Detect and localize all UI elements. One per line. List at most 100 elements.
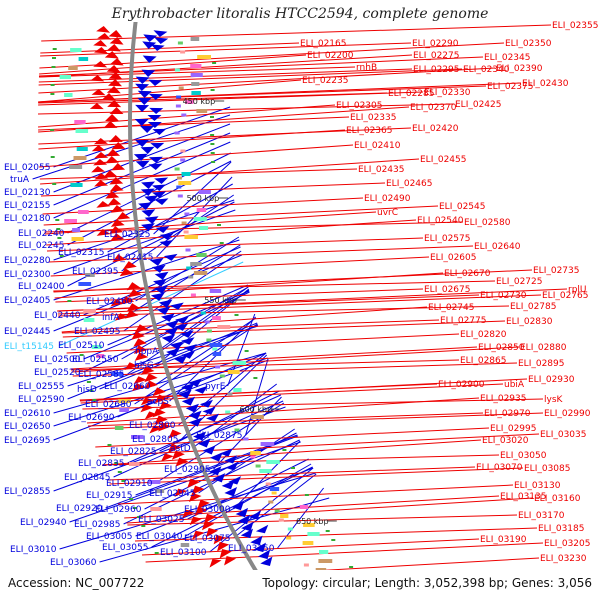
gene-label: ELI_03050 — [500, 451, 547, 461]
minus-strand-gene — [150, 142, 165, 149]
gene-label: ELI_02280 — [4, 256, 51, 266]
gene-label: ELI_02445 — [4, 327, 51, 337]
plus-strand-gene — [110, 233, 125, 241]
gene-label: ELI_02245 — [18, 241, 65, 251]
gene-label: ELI_02405 — [4, 296, 51, 306]
plus-strand-gene — [109, 58, 124, 66]
minus-strand-gene — [231, 500, 245, 511]
feature-block — [184, 235, 198, 239]
feature-block — [319, 550, 329, 554]
gene-label: ELI_02555 — [18, 382, 65, 392]
gene-label: ELI_02415 — [107, 253, 154, 263]
gene-label: ELI_03000 — [184, 505, 231, 515]
plus-strand-gene — [189, 516, 203, 526]
feature-block — [69, 165, 83, 169]
leader-line — [277, 487, 324, 549]
gene-label: ELI_02960 — [95, 505, 142, 515]
gene-label: ELI_02875 — [196, 431, 243, 441]
plus-strand-gene — [124, 310, 139, 319]
feature-block — [121, 480, 126, 482]
gene-label: ELI_02915 — [86, 491, 133, 501]
gene-label: ELI_02305 — [336, 101, 383, 111]
plus-strand-gene — [127, 289, 142, 298]
minus-strand-gene — [155, 226, 170, 233]
gene-label: ELI_t15145 — [4, 342, 54, 352]
plus-strand-gene — [107, 198, 122, 206]
minus-strand-gene — [148, 156, 163, 163]
feature-block — [164, 570, 168, 572]
gene-label: ELI_02295 — [413, 65, 460, 75]
plus-strand-gene — [103, 170, 118, 178]
plus-strand-gene — [106, 44, 121, 52]
feature-block — [217, 325, 231, 329]
feature-block — [280, 514, 289, 518]
plus-strand-gene — [158, 422, 172, 432]
gene-label: ELI_03135 — [500, 492, 547, 502]
minus-strand-gene — [181, 351, 195, 359]
gene-label: ELI_02765 — [542, 291, 589, 301]
minus-strand-gene — [148, 79, 163, 86]
minus-strand-gene — [138, 202, 153, 210]
plus-strand-gene — [111, 142, 126, 150]
plus-strand-gene — [149, 425, 163, 434]
gene-label: ELI_02285 — [388, 89, 435, 99]
gene-label: acpS — [147, 397, 169, 407]
gene-label: ELI_02800 — [129, 421, 176, 431]
feature-block — [210, 134, 215, 136]
leader-line — [107, 466, 476, 481]
feature-block — [299, 505, 309, 509]
minus-strand-gene — [153, 278, 167, 287]
plus-strand-gene — [168, 429, 182, 439]
feature-block — [188, 275, 194, 279]
gene-label: ELI_02880 — [520, 343, 567, 353]
plus-strand-gene — [133, 345, 148, 354]
feature-block — [129, 462, 140, 466]
feature-block — [177, 194, 183, 198]
minus-strand-gene — [173, 355, 188, 364]
feature-block — [71, 237, 84, 241]
plus-strand-gene — [131, 331, 145, 340]
leader-line — [99, 324, 258, 390]
minus-strand-gene — [151, 264, 166, 273]
gene-label: ELI_02420 — [412, 124, 459, 134]
feature-block — [155, 489, 165, 493]
feature-block — [199, 226, 209, 230]
gene-label: ELI_02395 — [72, 267, 119, 277]
plus-strand-gene — [111, 163, 126, 171]
gene-label: ELI_02350 — [505, 39, 552, 49]
leader-line — [66, 333, 460, 354]
gene-label: ELI_03230 — [540, 554, 587, 564]
feature-block — [210, 89, 215, 91]
plus-strand-gene — [90, 75, 105, 82]
plus-strand-gene — [197, 499, 210, 510]
feature-block — [212, 347, 218, 351]
leader-line — [70, 346, 478, 370]
leader-line — [61, 319, 440, 334]
feature-block — [206, 338, 212, 342]
gene-label: ELI_02500 — [34, 355, 81, 365]
gene-label: ELI_02865 — [460, 356, 507, 366]
feature-block — [114, 462, 119, 464]
feature-block — [219, 374, 225, 378]
minus-strand-gene — [181, 337, 195, 345]
gene-label: ELI_02330 — [424, 88, 471, 98]
feature-block — [181, 172, 191, 176]
feature-block — [129, 498, 134, 500]
gene-label: ELI_02725 — [496, 277, 543, 287]
accession-text: Accession: NC_007722 — [8, 576, 145, 590]
plus-strand-gene — [154, 394, 169, 404]
feature-block — [59, 255, 64, 257]
plus-strand-gene — [134, 352, 149, 361]
minus-strand-gene — [152, 191, 167, 198]
minus-strand-gene — [255, 524, 269, 534]
leader-line — [101, 454, 500, 466]
feature-block — [250, 415, 264, 419]
gene-label: ELI_02640 — [474, 242, 521, 252]
feature-block — [212, 352, 222, 356]
minus-strand-gene — [199, 399, 214, 408]
feature-block — [79, 354, 84, 356]
feature-block — [269, 487, 280, 491]
plus-strand-gene — [108, 79, 123, 87]
minus-strand-gene — [141, 209, 156, 217]
plus-strand-gene — [109, 107, 124, 115]
